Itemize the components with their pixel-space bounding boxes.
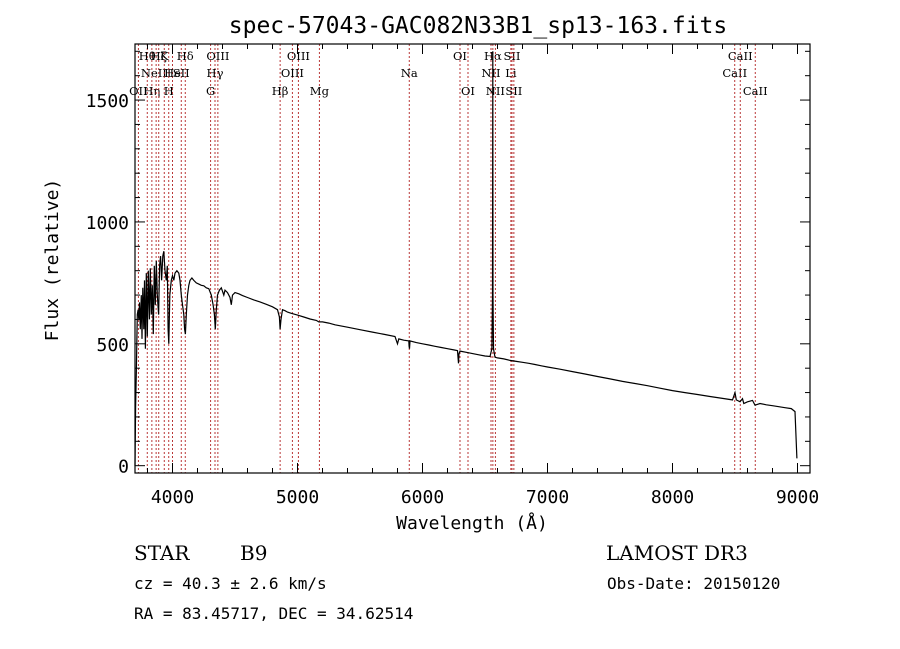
- object-subclass: B9: [240, 541, 267, 565]
- y-tick-label: 0: [118, 457, 129, 478]
- emission-line-label: OI: [461, 84, 475, 98]
- obs-date: Obs-Date: 20150120: [607, 574, 780, 593]
- emission-line-label: OIII: [287, 49, 310, 63]
- x-tick-label: 8000: [651, 487, 694, 508]
- axis-ticks: 4000 5000 6000 7000 8000 9000 0 500 1000 1500: [86, 44, 819, 508]
- absorption-line-label: Mg: [310, 84, 330, 98]
- y-axis-label: Flux (relative): [42, 179, 63, 342]
- emission-line-label: NII: [486, 84, 505, 98]
- emission-line-label: Li: [505, 66, 517, 80]
- absorption-line-label: G: [206, 84, 215, 98]
- absorption-line-label: CaII: [743, 84, 768, 98]
- redshift-text: cz = 40.3 ± 2.6 km/s: [134, 574, 327, 593]
- plot-frame: [134, 43, 811, 474]
- y-tick-label: 500: [96, 335, 129, 356]
- x-tick-label: 9000: [776, 487, 819, 508]
- emission-line-label: OI: [453, 49, 467, 63]
- emission-line-label: Hγ: [207, 66, 224, 80]
- emission-line-label: OII: [129, 84, 148, 98]
- survey-name: LAMOST DR3: [606, 541, 748, 565]
- emission-line-label: Hβ: [272, 84, 289, 98]
- emission-line-label: Hη: [143, 84, 160, 98]
- absorption-line-label: Na: [401, 66, 418, 80]
- absorption-line-label: K: [160, 49, 169, 63]
- x-axis-label: Wavelength (Å): [396, 512, 548, 534]
- absorption-line-label: Hζ: [151, 49, 167, 63]
- emission-line-label: OIII: [281, 66, 304, 80]
- absorption-line-label: SII: [173, 66, 190, 80]
- object-class: STAR: [134, 541, 190, 565]
- x-tick-label: 4000: [151, 487, 194, 508]
- emission-line-label: Hδ: [177, 49, 194, 63]
- y-tick-label: 1500: [86, 91, 129, 112]
- spectrum-line: [134, 51, 798, 466]
- absorption-line-label: H: [164, 84, 174, 98]
- absorption-line-label: CaII: [728, 49, 753, 63]
- y-tick-label: 1000: [86, 213, 129, 234]
- x-tick-label: 6000: [401, 487, 444, 508]
- x-tick-label: 5000: [276, 487, 319, 508]
- emission-line-label: OIII: [206, 49, 229, 63]
- absorption-line-label: He: [164, 66, 181, 80]
- emission-line-label: NII: [481, 66, 500, 80]
- x-tick-label: 7000: [526, 487, 569, 508]
- absorption-line-label: CaII: [722, 66, 747, 80]
- emission-line-label: NeIII: [141, 66, 172, 80]
- emission-line-label: SII: [505, 84, 522, 98]
- chart-title: spec-57043-GAC082N33B1_sp13-163.fits: [229, 13, 728, 39]
- emission-line-label: SII: [504, 49, 521, 63]
- coords-text: RA = 83.45717, DEC = 34.62514: [134, 604, 413, 623]
